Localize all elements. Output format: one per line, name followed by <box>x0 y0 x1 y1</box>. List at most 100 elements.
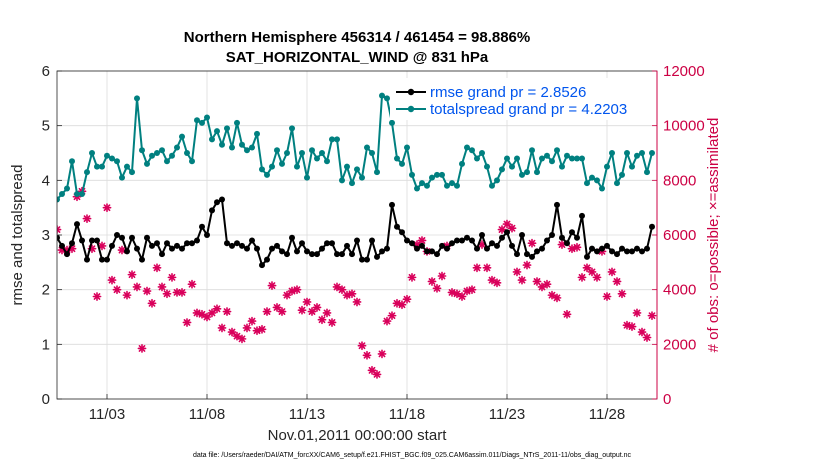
obs-assimilated-marker <box>262 307 272 316</box>
totalspread-point <box>199 119 205 126</box>
obs-assimilated-marker <box>212 304 222 314</box>
totalspread-point <box>394 155 400 162</box>
obs-assimilated-marker <box>177 287 187 297</box>
totalspread-point <box>254 130 260 137</box>
rmse-point <box>524 251 530 258</box>
rmse-point <box>284 251 290 258</box>
obs-assimilated-marker <box>357 341 367 351</box>
totalspread-point <box>274 147 280 154</box>
left-axis-label: rmse and totalspread <box>9 165 26 306</box>
obs-assimilated-marker <box>132 282 142 292</box>
rmse-point <box>334 251 340 258</box>
rmse-point <box>129 234 135 241</box>
totalspread-point <box>444 182 450 189</box>
totalspread-point <box>629 163 635 170</box>
rmse-point <box>434 251 440 258</box>
x-axis: 11/03 11/08 11/13 11/18 11/23 11/28 <box>89 394 625 423</box>
obs-assimilated-marker <box>112 285 122 295</box>
totalspread-point <box>219 141 225 148</box>
totalspread-point <box>234 119 240 126</box>
rmse-point <box>339 251 345 258</box>
rmse-point <box>614 251 620 258</box>
totalspread-point <box>174 144 180 151</box>
obs-assimilated-marker <box>457 292 467 301</box>
footer-data-file: data file: /Users/raeder/DAI/ATM_forcXX/… <box>193 452 632 459</box>
obs-assimilated-marker <box>237 334 247 344</box>
rmse-point <box>454 237 460 244</box>
rmse-point <box>349 251 355 258</box>
totalspread-point <box>294 163 300 170</box>
totalspread-point <box>59 191 65 197</box>
obs-assimilated-marker <box>257 324 267 334</box>
rmse-point <box>599 245 605 252</box>
rmse-point <box>84 256 90 263</box>
series-layer <box>0 92 657 379</box>
totalspread-point <box>499 166 505 173</box>
obs-assimilated-marker <box>482 263 492 273</box>
rmse-point <box>0 235 3 241</box>
obs-assimilated-marker <box>182 318 192 327</box>
right-tick-label: 0 <box>663 391 671 408</box>
rmse-point <box>634 245 640 252</box>
rmse-point <box>104 256 110 263</box>
chart-title: Northern Hemisphere 456314 / 461454 = 98… <box>184 29 530 46</box>
rmse-point <box>57 234 60 241</box>
rmse-point <box>344 242 350 249</box>
obs-assimilated-marker <box>337 285 347 295</box>
obs-assimilated-marker <box>82 214 92 223</box>
obs-assimilated-marker <box>592 272 602 282</box>
totalspread-point <box>599 185 605 192</box>
totalspread-point <box>224 125 230 132</box>
rmse-point <box>564 240 570 247</box>
totalspread-point <box>489 182 495 189</box>
totalspread-point <box>159 147 165 154</box>
rmse-point <box>584 253 590 260</box>
obs-assimilated-marker <box>92 292 102 301</box>
totalspread-point <box>204 114 210 121</box>
rmse-point <box>579 212 585 219</box>
totalspread-point <box>439 171 445 178</box>
rmse-point <box>504 229 510 236</box>
obs-assimilated-marker <box>552 293 562 303</box>
rmse-point <box>604 242 610 249</box>
rmse-point <box>594 248 600 255</box>
totalspread-point <box>524 169 530 176</box>
obs-assimilated-marker <box>122 290 132 300</box>
rmse-point <box>94 237 100 244</box>
rmse-point <box>364 256 370 263</box>
right-tick-label: 6000 <box>663 227 696 244</box>
totalspread-point <box>574 155 580 162</box>
rmse-point <box>299 240 305 247</box>
rmse-point <box>264 256 270 263</box>
obs-assimilated-marker <box>247 316 257 326</box>
rmse-point <box>99 256 105 263</box>
rmse-point <box>619 245 625 252</box>
obs-assimilated-marker <box>647 311 657 321</box>
left-tick-label: 0 <box>42 391 50 408</box>
rmse-point <box>474 245 480 252</box>
totalspread-point <box>319 150 325 156</box>
totalspread-point <box>559 163 565 170</box>
rmse-point <box>489 240 495 247</box>
rmse-point <box>569 229 575 236</box>
rmse-point <box>649 223 655 230</box>
right-tick-label: 10000 <box>663 118 705 135</box>
totalspread-point <box>124 163 130 170</box>
rmse-point <box>399 229 405 236</box>
obs-assimilated-marker <box>97 241 107 251</box>
left-tick-label: 3 <box>42 227 50 244</box>
rmse-point <box>449 240 455 247</box>
obs-assimilated-marker <box>167 272 177 282</box>
rmse-point <box>69 240 75 247</box>
obs-assimilated-marker <box>562 309 572 319</box>
rmse-point <box>419 242 425 249</box>
left-tick-label: 2 <box>42 282 50 299</box>
totalspread-point <box>194 117 200 124</box>
obs-assimilated-marker <box>322 308 332 318</box>
totalspread-point <box>389 119 395 126</box>
rmse-point <box>0 224 3 230</box>
obs-assimilated-marker <box>587 267 597 277</box>
obs-assimilated-marker <box>57 225 62 234</box>
totalspread-point <box>639 150 645 156</box>
